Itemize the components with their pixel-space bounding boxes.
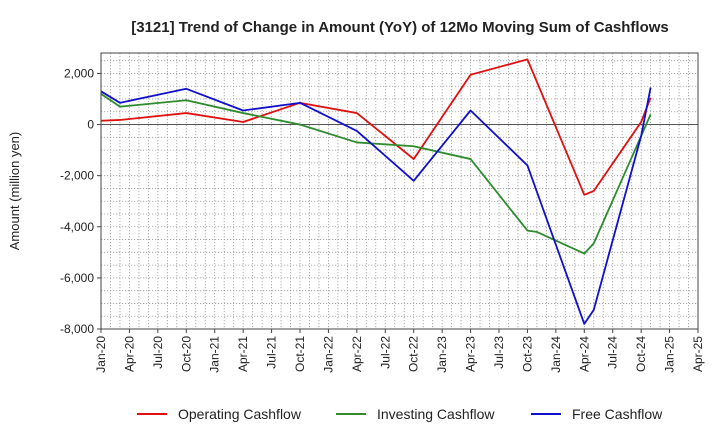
x-tick-label: Jan-20 bbox=[94, 336, 108, 373]
chart-title: [3121] Trend of Change in Amount (YoY) o… bbox=[131, 19, 669, 36]
series-line-investing-cashflow bbox=[100, 93, 652, 255]
x-tick-label: Apr-20 bbox=[122, 336, 136, 372]
x-tick-label: Jan-22 bbox=[321, 336, 335, 373]
x-tick-label: Oct-23 bbox=[520, 336, 534, 372]
x-tick-label: Apr-21 bbox=[236, 336, 250, 372]
grid-lines bbox=[101, 53, 698, 329]
x-tick-label: Jul-24 bbox=[606, 336, 620, 369]
x-axis-ticks: Jan-20 Apr-20 Jul-20 Oct-20 Jan-21 Apr-21 Jul-… bbox=[94, 329, 705, 373]
x-tick-label: Oct-22 bbox=[407, 336, 421, 372]
y-axis-ticks: 2,000 0 -2,000 -4,000 -6,000 -8,000 bbox=[60, 66, 101, 336]
y-tick-label: 2,000 bbox=[64, 66, 94, 80]
legend-label: Investing Cashflow bbox=[377, 406, 495, 422]
series-lines bbox=[100, 58, 652, 325]
x-tick-label: Jan-24 bbox=[549, 336, 563, 373]
x-tick-label: Jan-25 bbox=[663, 336, 677, 373]
x-tick-label: Jan-21 bbox=[208, 336, 222, 373]
x-tick-label: Jul-21 bbox=[265, 336, 279, 369]
legend: Operating Cashflow Investing Cashflow Free… bbox=[137, 406, 663, 422]
plot-frame bbox=[100, 52, 699, 330]
x-tick-label: Jan-23 bbox=[435, 336, 449, 373]
x-tick-label: Apr-23 bbox=[464, 336, 478, 372]
legend-label: Free Cashflow bbox=[572, 406, 663, 422]
x-tick-label: Oct-24 bbox=[634, 336, 648, 372]
y-tick-label: -2,000 bbox=[60, 169, 94, 183]
y-tick-label: -6,000 bbox=[60, 271, 94, 285]
series-line-operating-cashflow bbox=[100, 58, 652, 196]
series-line-free-cashflow bbox=[100, 87, 652, 325]
x-tick-label: Apr-24 bbox=[577, 336, 591, 372]
legend-label: Operating Cashflow bbox=[178, 406, 302, 422]
x-tick-label: Jul-22 bbox=[378, 336, 392, 369]
y-axis-label: Amount (million yen) bbox=[7, 132, 22, 251]
y-tick-label: -4,000 bbox=[60, 220, 94, 234]
x-tick-label: Jul-20 bbox=[151, 336, 165, 369]
y-tick-label: -8,000 bbox=[60, 322, 94, 336]
plot-area bbox=[101, 53, 698, 329]
x-tick-label: Apr-22 bbox=[350, 336, 364, 372]
x-tick-label: Oct-21 bbox=[293, 336, 307, 372]
y-tick-label: 0 bbox=[87, 118, 94, 132]
x-tick-label: Apr-25 bbox=[691, 336, 705, 372]
x-tick-label: Jul-23 bbox=[492, 336, 506, 369]
x-tick-label: Oct-20 bbox=[179, 336, 193, 372]
